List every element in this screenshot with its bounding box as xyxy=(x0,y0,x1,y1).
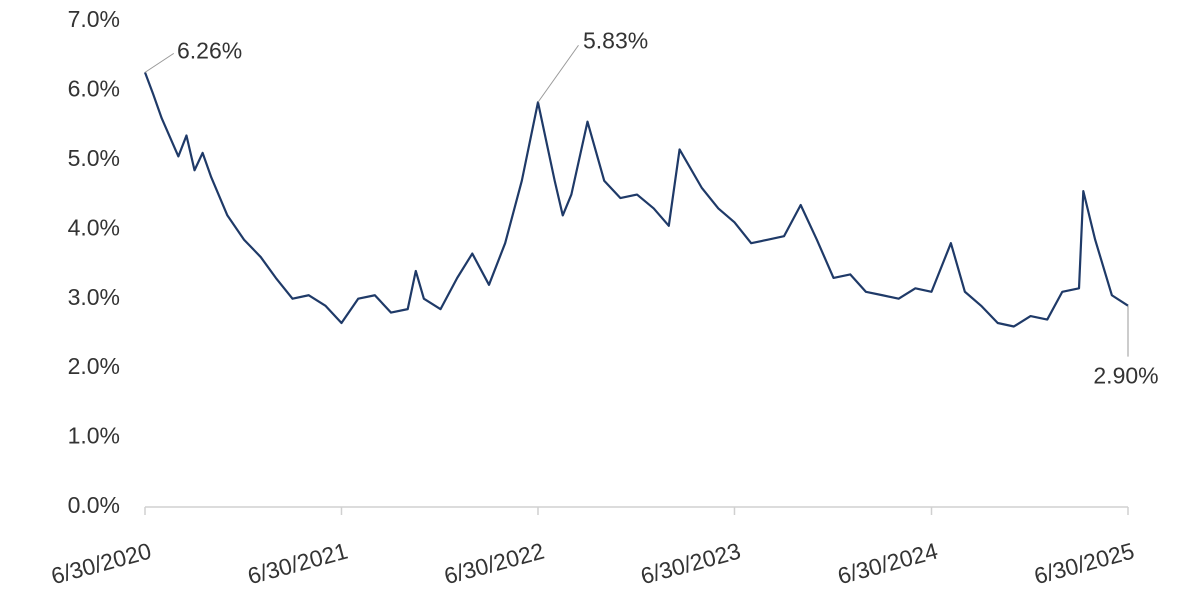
leader-line xyxy=(144,52,175,73)
x-tick-label: 6/30/2023 xyxy=(638,538,744,590)
x-tick-label: 6/30/2024 xyxy=(835,538,941,590)
y-tick-label: 6.0% xyxy=(68,76,120,102)
data-label: 6.26% xyxy=(177,37,242,63)
y-tick-label: 1.0% xyxy=(68,423,120,449)
y-tick-label: 5.0% xyxy=(68,145,120,171)
leader-line xyxy=(537,44,579,103)
x-tick-label: 6/30/2020 xyxy=(48,538,154,590)
line xyxy=(143,71,1129,328)
y-tick-label: 0.0% xyxy=(68,492,120,518)
data-label: 2.90% xyxy=(1093,363,1158,389)
x-tick-label: 6/30/2025 xyxy=(1031,538,1137,590)
y-tick-label: 4.0% xyxy=(68,214,120,240)
x-tick-label: 6/30/2022 xyxy=(441,538,547,590)
y-tick-label: 3.0% xyxy=(68,284,120,310)
data-label: 5.83% xyxy=(583,27,648,53)
x-tick-label: 6/30/2021 xyxy=(245,538,351,590)
y-tick-label: 2.0% xyxy=(68,353,120,379)
y-tick-label: 7.0% xyxy=(68,6,120,32)
